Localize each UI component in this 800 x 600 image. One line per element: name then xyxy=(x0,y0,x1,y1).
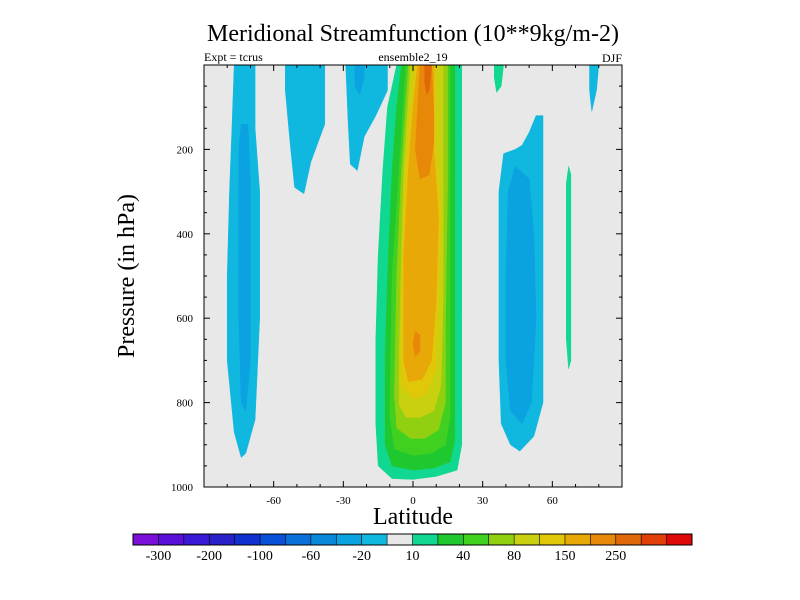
colorbar-swatch xyxy=(463,534,490,545)
y-tick-label: 1000 xyxy=(171,482,194,494)
contour-negative-20 xyxy=(589,65,600,112)
colorbar-swatch xyxy=(387,534,413,545)
season-label: DJF xyxy=(602,51,622,65)
colorbar-swatch xyxy=(285,534,312,545)
x-tick-label: -30 xyxy=(336,495,351,507)
y-tick-label: 400 xyxy=(177,229,194,241)
y-tick-label: 600 xyxy=(177,313,194,325)
colorbar-swatch xyxy=(539,534,566,545)
colorbar-swatch xyxy=(209,534,235,545)
colorbar-swatch xyxy=(590,534,617,545)
colorbar-frame xyxy=(132,533,693,546)
colorbar-label: 250 xyxy=(605,549,626,564)
colorbar-swatch xyxy=(234,534,261,545)
contour-negative-3 xyxy=(285,65,326,195)
colorbar-swatch xyxy=(437,534,464,545)
contour-positive-14 xyxy=(424,65,432,96)
colorbar-swatch xyxy=(641,534,667,545)
colorbar-swatch xyxy=(488,534,515,545)
colorbar-swatch xyxy=(183,534,210,545)
colorbar-swatch xyxy=(361,534,388,545)
contour-negative-5 xyxy=(354,65,365,96)
colorbar-swatch xyxy=(412,534,439,545)
experiment-label: Expt = tcrus xyxy=(204,50,263,64)
colorbar-label: -100 xyxy=(247,549,273,564)
y-tick-label: 800 xyxy=(177,398,194,410)
y-tick-label: 200 xyxy=(177,144,194,156)
colorbar-swatch xyxy=(514,534,540,545)
colorbar-swatch xyxy=(666,534,693,545)
y-axis-title: Pressure (in hPa) xyxy=(114,194,140,358)
colorbar-label: -200 xyxy=(196,549,222,564)
contour-layer xyxy=(226,65,600,480)
x-axis-title: Latitude xyxy=(373,504,453,530)
contour-negative-4 xyxy=(345,65,388,171)
colorbar-label: -300 xyxy=(146,549,172,564)
x-tick-label: 0 xyxy=(410,495,416,507)
x-tick-label: 30 xyxy=(477,495,489,507)
ensemble-label: ensemble2_19 xyxy=(378,50,447,64)
colorbar-label: 150 xyxy=(555,549,576,564)
colorbar-swatch xyxy=(260,534,286,545)
contour-positive-13 xyxy=(415,65,435,180)
colorbar-label: 80 xyxy=(507,549,521,564)
contour-positive-15 xyxy=(412,330,421,357)
colorbar-label: -20 xyxy=(352,549,371,564)
contour-negative-18 xyxy=(505,165,537,425)
colorbar-swatch xyxy=(310,534,337,545)
colorbar-swatch xyxy=(615,534,642,545)
contour-positive-16 xyxy=(494,65,504,94)
contour-positive-19 xyxy=(566,166,572,369)
colorbar-swatch xyxy=(336,534,362,545)
colorbar-label: 10 xyxy=(406,549,420,564)
contour-negative-2 xyxy=(238,123,251,412)
x-tick-label: -60 xyxy=(266,495,281,507)
colorbar-swatch xyxy=(564,534,591,545)
colorbar-swatch xyxy=(158,534,185,545)
y-axis: 200 400 600 800 1000 xyxy=(171,85,622,494)
colorbar: -300 -200 -100 -60 -20 10 40 80 150 250 xyxy=(132,533,693,564)
x-axis: -60 -30 0 30 60 xyxy=(226,65,600,507)
chart-title: Meridional Streamfunction (10**9kg/m-2) xyxy=(207,21,619,47)
colorbar-label: -60 xyxy=(302,549,321,564)
colorbar-swatch xyxy=(133,534,159,545)
colorbar-label: 40 xyxy=(456,549,470,564)
x-tick-label: 60 xyxy=(547,495,559,507)
